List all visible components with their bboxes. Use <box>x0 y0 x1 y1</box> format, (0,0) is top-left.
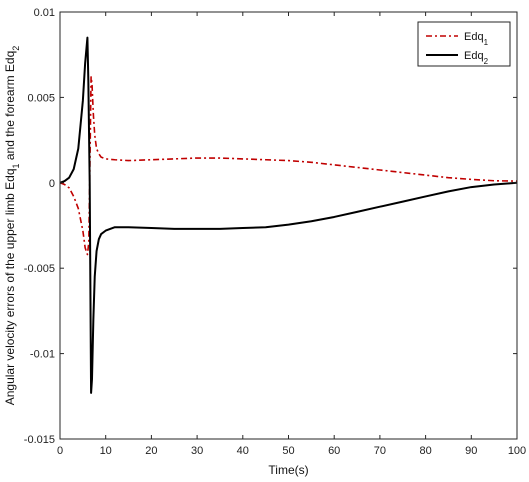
x-tick-label: 60 <box>328 445 340 457</box>
y-tick-label: 0 <box>49 178 55 190</box>
x-tick-label: 90 <box>465 445 477 457</box>
series-line-1 <box>59 76 518 256</box>
y-tick-label: -0.015 <box>24 434 55 446</box>
y-axis-ticks: -0.015 -0.01 -0.005 0 0.005 0.01 <box>24 7 517 446</box>
x-tick-label: 100 <box>508 445 526 457</box>
legend-label-1: Edq1 <box>464 31 489 47</box>
x-tick-label: 10 <box>100 445 112 457</box>
legend: Edq1 Edq2 <box>417 21 511 67</box>
x-axis-ticks: 0 10 20 30 40 50 60 70 80 90 100 <box>57 12 526 457</box>
x-tick-label: 70 <box>374 445 386 457</box>
legend-box <box>417 21 511 67</box>
x-tick-label: 20 <box>145 445 157 457</box>
series-layer <box>59 36 518 394</box>
y-tick-label: 0.005 <box>27 92 55 104</box>
y-axis-label: Angular velocity errors of the upper lim… <box>3 46 21 406</box>
y-tick-label: -0.01 <box>30 349 55 361</box>
x-tick-label: 30 <box>191 445 203 457</box>
x-tick-label: 40 <box>237 445 249 457</box>
x-tick-label: 80 <box>419 445 431 457</box>
y-tick-label: -0.005 <box>24 263 55 275</box>
series-line-2 <box>59 36 518 394</box>
x-tick-label: 0 <box>57 445 63 457</box>
x-axis-label: Time(s) <box>268 463 308 477</box>
x-tick-label: 50 <box>282 445 294 457</box>
legend-label-2: Edq2 <box>464 50 489 66</box>
y-tick-label: 0.01 <box>34 7 55 19</box>
